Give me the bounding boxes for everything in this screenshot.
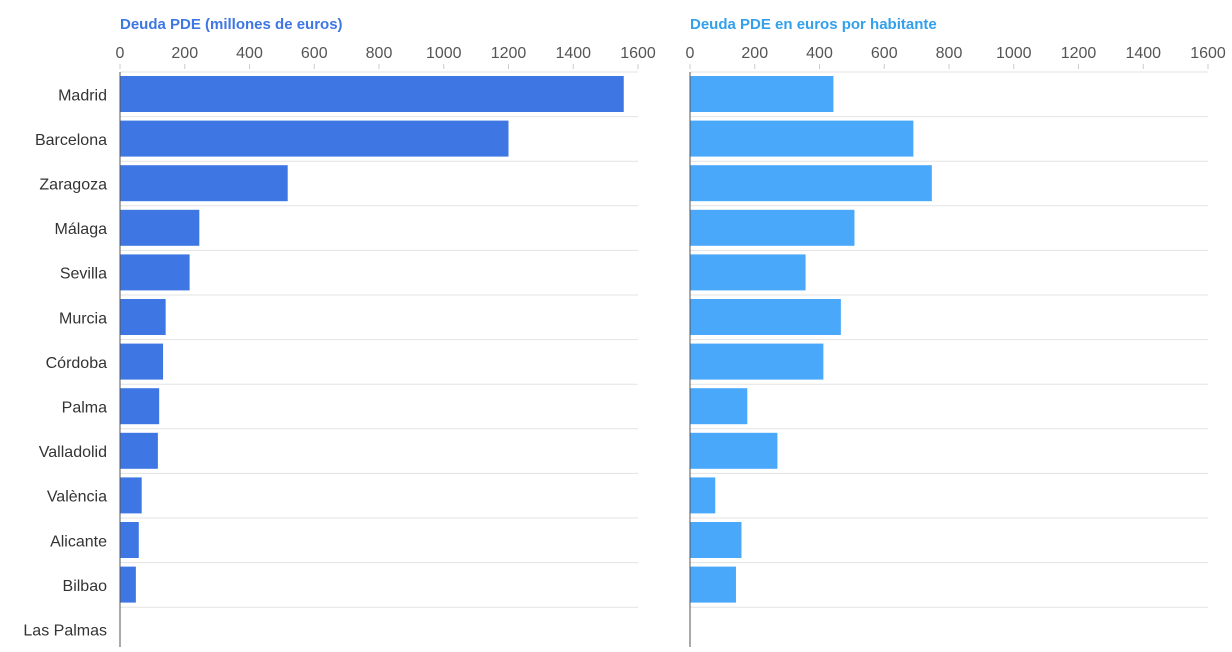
- category-label: Madrid: [58, 87, 107, 104]
- category-label: Valladolid: [39, 444, 107, 461]
- left-x-tick-label: 800: [366, 45, 393, 62]
- category-label: Bilbao: [63, 578, 108, 595]
- left-bar-zaragoza: [120, 165, 288, 202]
- right-x-tick-label: 400: [806, 45, 833, 62]
- right-bar-zaragoza: [690, 165, 932, 202]
- left-x-tick-label: 1600: [620, 45, 656, 62]
- left-x-tick-label: 1200: [491, 45, 527, 62]
- category-label: Alicante: [50, 533, 107, 550]
- left-bar-barcelona: [120, 120, 509, 157]
- right-x-tick-label: 600: [871, 45, 898, 62]
- left-bar-málaga: [120, 209, 200, 246]
- left-bar-murcia: [120, 299, 166, 335]
- left-bar-córdoba: [120, 343, 164, 380]
- right-x-tick-label: 1200: [1061, 45, 1097, 62]
- right-bar-palma: [690, 388, 748, 425]
- left-x-tick-label: 400: [236, 45, 263, 62]
- right-x-tick-label: 200: [741, 45, 768, 62]
- right-bar-murcia: [690, 299, 841, 335]
- left-x-tick-label: 0: [116, 45, 125, 62]
- right-bar-valència: [690, 477, 716, 514]
- right-x-tick-label: 1400: [1125, 45, 1161, 62]
- left-bar-valladolid: [120, 432, 158, 469]
- right-bar-barcelona: [690, 120, 914, 157]
- category-label: València: [47, 489, 107, 506]
- category-label: Palma: [62, 400, 107, 417]
- left-bar-alicante: [120, 522, 139, 558]
- right-bar-bilbao: [690, 566, 736, 603]
- category-label: Barcelona: [35, 132, 107, 149]
- right-bar-málaga: [690, 209, 855, 246]
- right-bar-alicante: [690, 522, 742, 558]
- right-bar-valladolid: [690, 432, 778, 469]
- category-label: Las Palmas: [23, 623, 107, 640]
- left-bar-madrid: [120, 76, 624, 112]
- left-x-tick-label: 600: [301, 45, 328, 62]
- category-label: Sevilla: [60, 266, 107, 283]
- left-chart-title: Deuda PDE (millones de euros): [120, 16, 343, 33]
- right-x-tick-label: 0: [686, 45, 695, 62]
- left-bar-palma: [120, 388, 160, 425]
- right-x-tick-label: 1600: [1190, 45, 1226, 62]
- right-chart-title: Deuda PDE en euros por habitante: [690, 16, 937, 33]
- category-label: Zaragoza: [39, 177, 107, 194]
- left-x-tick-label: 1400: [555, 45, 591, 62]
- left-x-tick-label: 200: [171, 45, 198, 62]
- left-bar-valència: [120, 477, 142, 514]
- left-bar-bilbao: [120, 566, 136, 603]
- left-bar-sevilla: [120, 254, 190, 291]
- right-bar-sevilla: [690, 254, 806, 291]
- right-x-tick-label: 800: [936, 45, 963, 62]
- right-bar-madrid: [690, 76, 834, 112]
- category-label: Málaga: [55, 221, 108, 238]
- category-label: Córdoba: [46, 355, 107, 372]
- category-label: Murcia: [59, 310, 107, 327]
- left-x-tick-label: 1000: [426, 45, 462, 62]
- right-bar-córdoba: [690, 343, 824, 380]
- right-x-tick-label: 1000: [996, 45, 1032, 62]
